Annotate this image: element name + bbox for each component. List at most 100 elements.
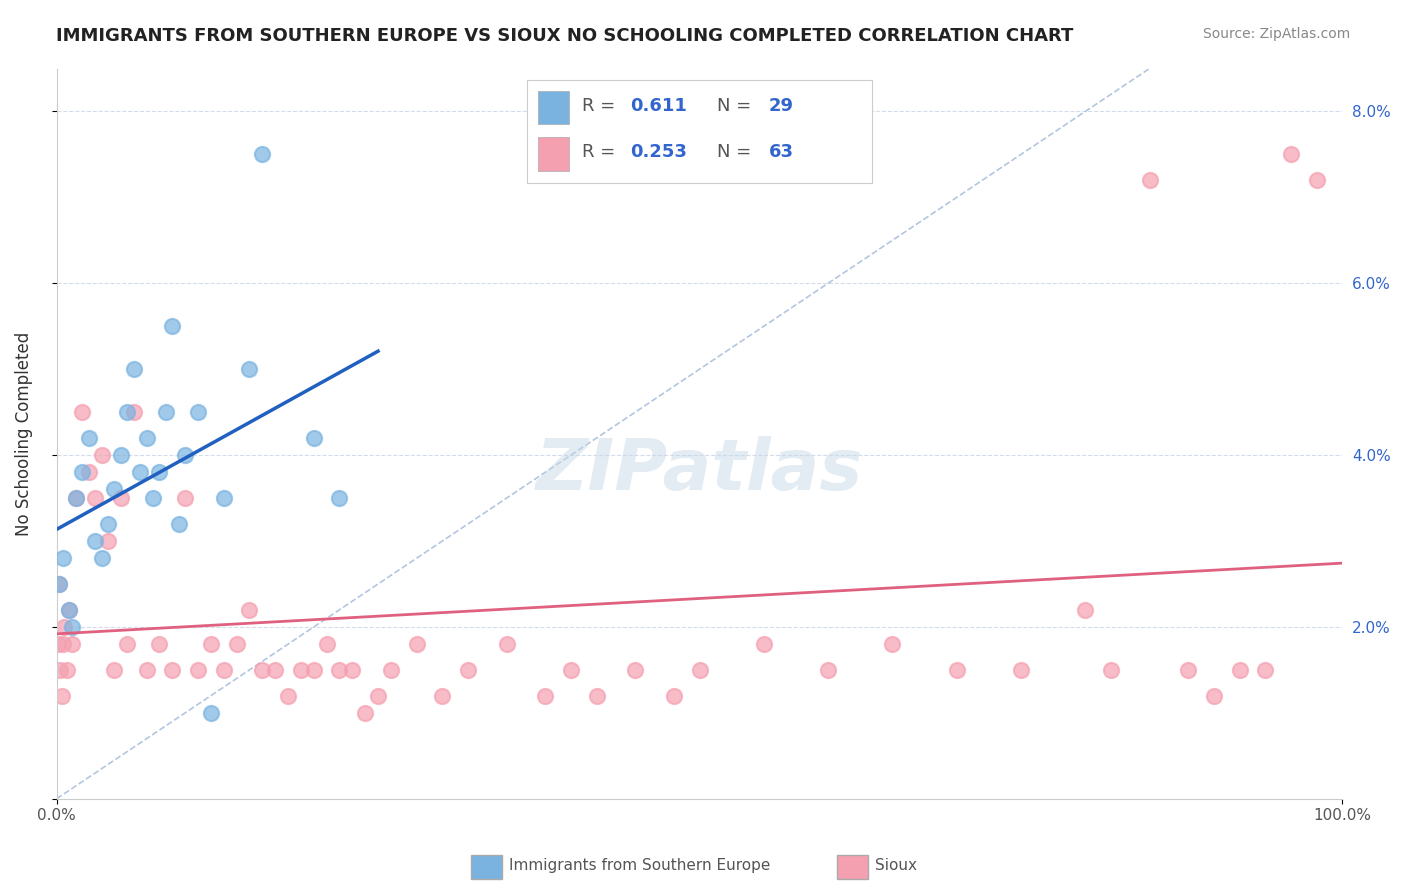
Point [58,603,80,617]
Point [162,663,184,677]
FancyBboxPatch shape [537,91,568,124]
Point [162,319,184,334]
Text: 0.611: 0.611 [630,97,688,115]
Point [662,689,685,703]
Point [117,637,139,651]
Point [103,663,125,677]
Text: ZIPatlas: ZIPatlas [536,435,863,505]
Point [290,663,312,677]
Point [1139,173,1161,187]
Point [752,637,775,651]
Point [52,637,75,651]
Point [187,663,209,677]
Point [342,663,364,677]
Point [135,663,157,677]
Point [110,448,132,462]
FancyBboxPatch shape [537,136,568,170]
Point [534,689,557,703]
Point [129,465,152,479]
Point [148,637,170,651]
FancyBboxPatch shape [471,855,502,879]
Point [585,689,607,703]
Point [58,603,80,617]
Point [1202,689,1225,703]
Point [1074,603,1097,617]
Point [53,620,76,634]
Point [328,491,350,505]
Point [187,405,209,419]
Point [238,362,260,376]
Point [110,491,132,505]
Point [56,663,79,677]
Point [882,637,904,651]
Point [117,405,139,419]
Text: 63: 63 [768,143,793,161]
Point [252,147,274,161]
Text: 0.253: 0.253 [630,143,688,161]
Point [97,516,120,531]
Text: N =: N = [717,97,756,115]
FancyBboxPatch shape [837,855,868,879]
Point [817,663,839,677]
Point [252,663,274,677]
Point [155,405,177,419]
Point [238,603,260,617]
Point [200,706,222,720]
Point [495,637,517,651]
Point [103,483,125,497]
Point [90,551,112,566]
Point [90,448,112,462]
Point [328,663,350,677]
Text: IMMIGRANTS FROM SOUTHERN EUROPE VS SIOUX NO SCHOOLING COMPLETED CORRELATION CHAR: IMMIGRANTS FROM SOUTHERN EUROPE VS SIOUX… [56,27,1074,45]
Point [225,637,247,651]
Point [354,706,377,720]
Point [1229,663,1251,677]
Point [49,663,72,677]
Point [72,405,94,419]
Point [84,534,107,549]
Point [60,637,83,651]
Point [48,577,70,591]
Point [167,516,190,531]
Point [1305,173,1327,187]
Point [380,663,402,677]
Point [97,534,120,549]
Point [77,465,100,479]
Point [65,491,87,505]
Point [122,405,145,419]
Point [1010,663,1032,677]
Point [52,551,75,566]
Point [72,465,94,479]
Point [200,637,222,651]
Y-axis label: No Schooling Completed: No Schooling Completed [15,332,32,536]
Point [367,689,389,703]
Point [77,431,100,445]
Point [48,577,70,591]
Text: R =: R = [582,97,621,115]
Point [689,663,711,677]
Point [302,431,325,445]
Text: Source: ZipAtlas.com: Source: ZipAtlas.com [1202,27,1350,41]
Point [122,362,145,376]
Point [315,637,337,651]
Point [174,448,197,462]
Point [65,491,87,505]
Point [84,491,107,505]
Point [1177,663,1199,677]
Point [945,663,967,677]
Point [212,491,235,505]
Point [51,689,73,703]
Text: N =: N = [717,143,756,161]
Point [302,663,325,677]
Text: Immigrants from Southern Europe: Immigrants from Southern Europe [509,858,770,872]
Point [457,663,479,677]
Point [212,663,235,677]
Point [405,637,427,651]
Point [1099,663,1122,677]
Text: Sioux: Sioux [875,858,917,872]
Point [277,689,299,703]
Point [46,637,69,651]
Point [560,663,582,677]
Point [135,431,157,445]
Point [148,465,170,479]
